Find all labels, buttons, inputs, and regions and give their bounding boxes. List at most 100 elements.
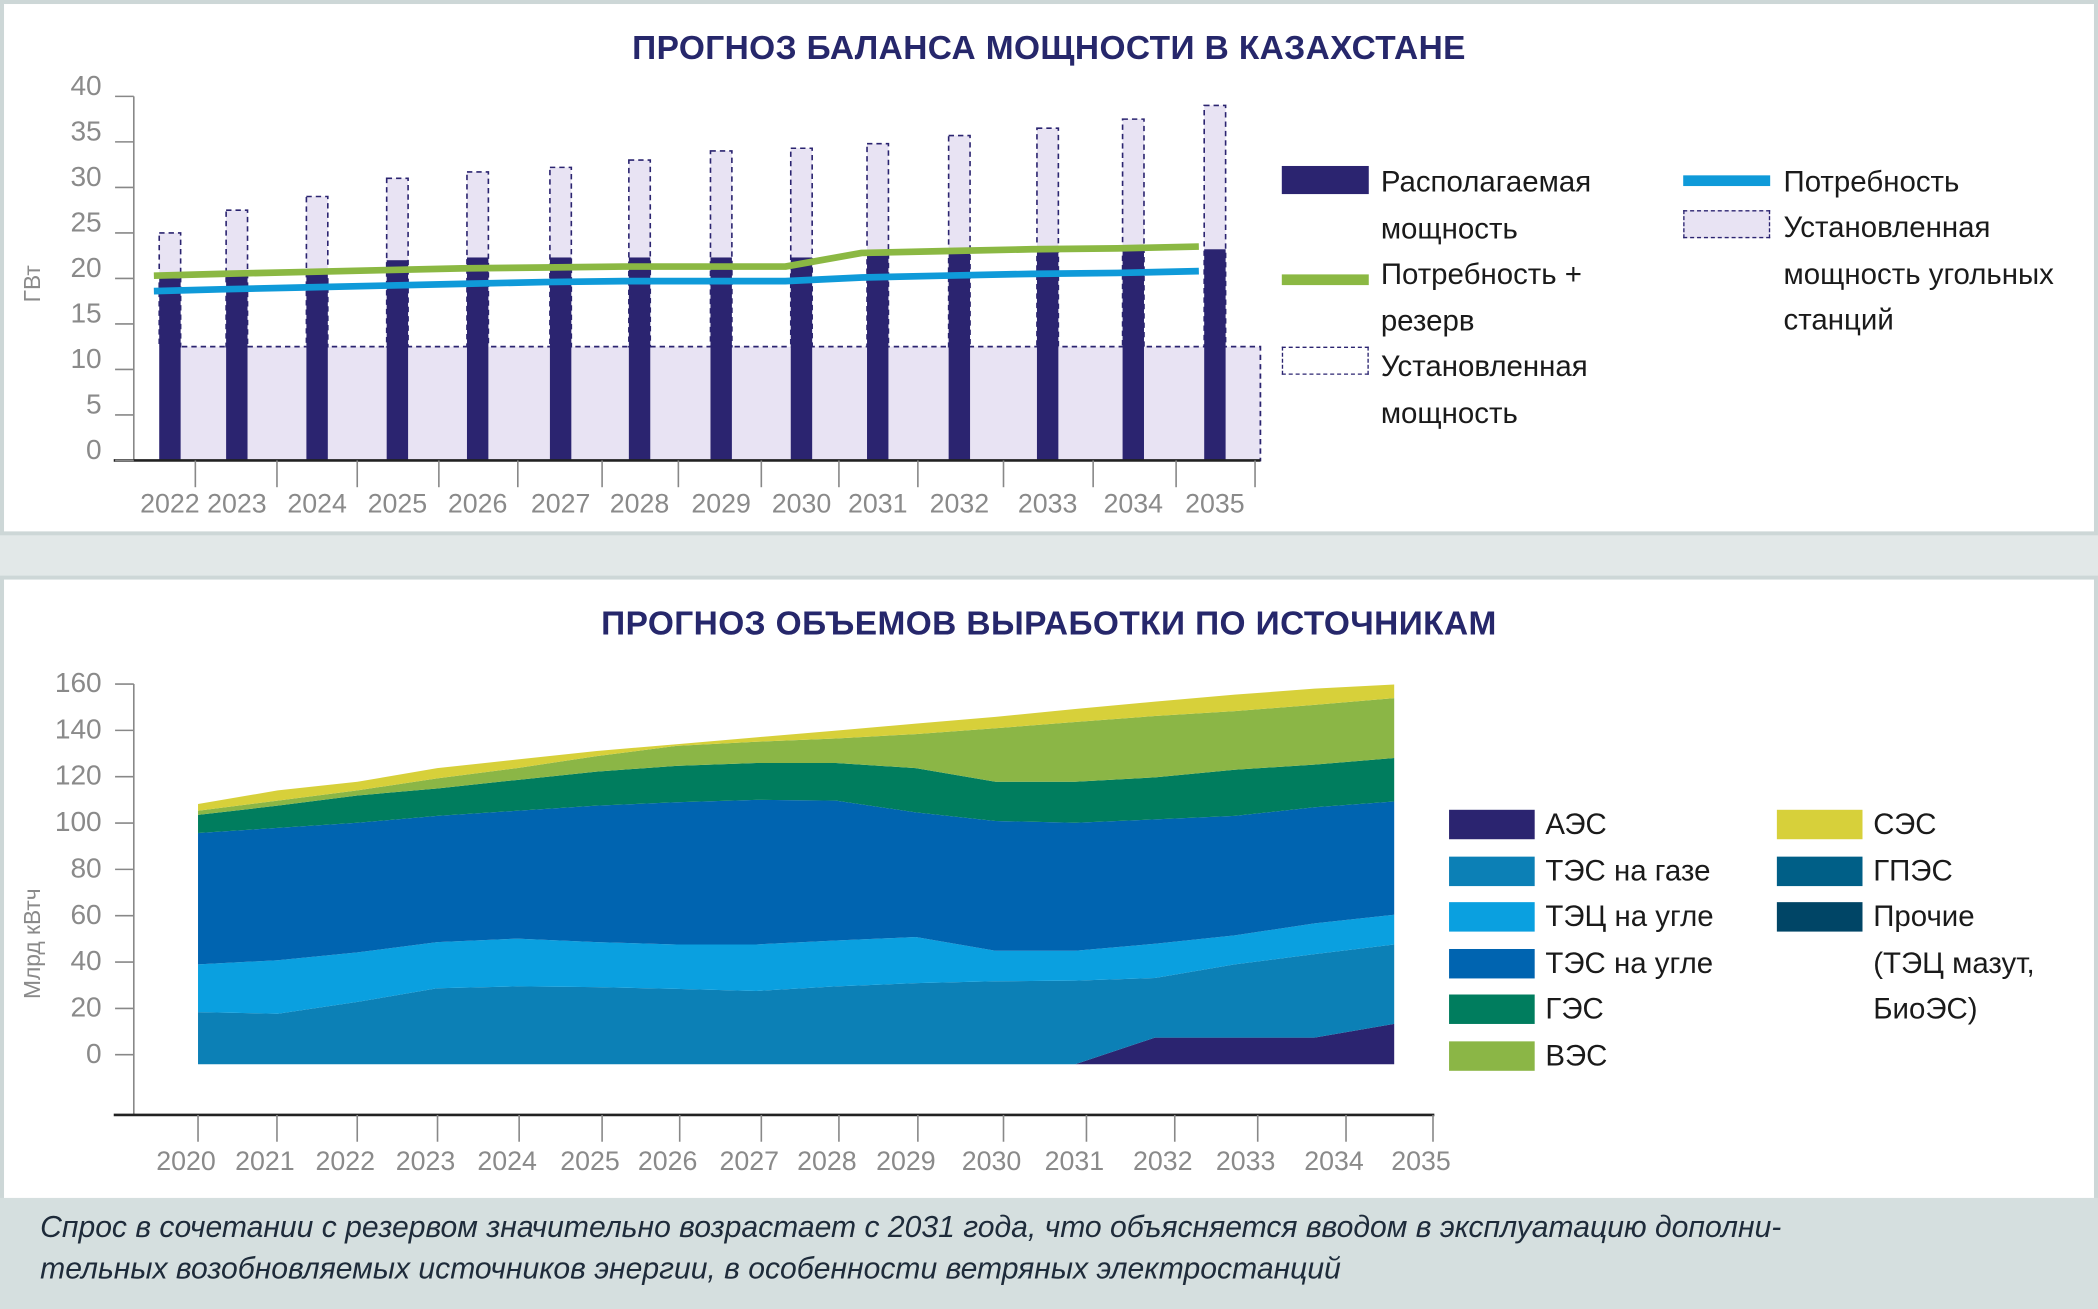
x-tick-label: 2031	[848, 489, 908, 519]
legend-swatch	[1776, 809, 1863, 840]
area-сэс	[198, 684, 1395, 811]
x-tick-label: 2030	[962, 1146, 1022, 1176]
caption-line-1: Спрос в сочетании с резервом значительно…	[40, 1210, 1782, 1244]
available-capacity-bar	[159, 278, 181, 461]
legend-label-installed: Установленная мощность	[1380, 349, 1588, 429]
y-tick-label: 120	[55, 760, 102, 791]
x-tick-label: 2022	[315, 1146, 375, 1176]
area-тэс-на-газе	[198, 944, 1395, 1065]
available-capacity-bar	[790, 257, 813, 461]
x-tick-label: 2029	[876, 1146, 936, 1176]
legend-swatch	[1449, 855, 1535, 886]
x-tick-label: 2033	[1216, 1146, 1276, 1176]
x-tick-label: 2035	[1391, 1146, 1451, 1176]
x-tick-label: 2026	[448, 489, 508, 519]
area-вэс	[198, 698, 1395, 815]
area-гэс	[198, 757, 1395, 834]
y-axis-label: ГВт	[19, 265, 45, 303]
y-tick-label: 60	[70, 899, 101, 930]
y-tick-label: 20	[70, 252, 101, 283]
x-tick-label: 2033	[1018, 489, 1078, 519]
x-tick-label: 2032	[930, 489, 990, 519]
legend-label: СЭС	[1873, 807, 1937, 841]
y-tick-label: 25	[70, 207, 101, 238]
legend-label: ТЭС на газе	[1545, 853, 1711, 887]
x-tick-label: 2031	[1045, 1146, 1105, 1176]
area-тэц-на-угле	[198, 914, 1395, 1014]
y-tick-label: 30	[70, 161, 101, 192]
x-tick-label: 2025	[560, 1146, 620, 1176]
demand-reserve-line	[153, 243, 1199, 280]
legend-label: Прочие	[1873, 899, 1975, 933]
x-tick-label: 2021	[235, 1146, 295, 1176]
area-тэс-на-угле	[198, 799, 1395, 965]
legend-swatch-available	[1281, 165, 1369, 195]
demand-line	[153, 267, 1199, 295]
y-tick-label: 0	[86, 1038, 102, 1069]
y-tick-label: 80	[70, 852, 101, 883]
y-tick-label: 140	[55, 713, 102, 744]
legend-swatch	[1449, 902, 1535, 932]
x-tick-label: 2022	[140, 489, 200, 519]
y-tick-label: 20	[70, 991, 101, 1022]
x-tick-label: 2020	[156, 1146, 216, 1176]
y-tick-label: 10	[70, 343, 101, 374]
available-capacity-bar	[628, 257, 651, 461]
legend-label: ТЭС на угле	[1545, 945, 1714, 980]
legend-label-available: Располагаемая мощность	[1380, 164, 1592, 245]
y-tick-label: 160	[55, 667, 102, 698]
available-capacity-bar	[1036, 251, 1059, 461]
legend-label: АЭС	[1545, 807, 1607, 841]
legend-label: ГЭС	[1545, 991, 1604, 1026]
y-tick-label: 35	[70, 116, 101, 147]
x-tick-label: 2035	[1185, 489, 1245, 519]
available-capacity-bar	[710, 257, 732, 461]
legend-label: ВЭС	[1545, 1038, 1608, 1072]
legend-label-coal-installed: Установленная мощность угольных станций	[1783, 210, 2054, 336]
legend-swatch-coal-installed	[1683, 210, 1771, 239]
x-tick-label: 2023	[207, 489, 267, 519]
x-tick-label: 2030	[772, 489, 832, 519]
y-tick-label: 0	[86, 434, 102, 465]
legend-swatch-installed	[1281, 346, 1369, 375]
x-tick-label: 2034	[1104, 489, 1164, 519]
caption: Спрос в сочетании с резервом значительно…	[0, 1197, 2098, 1309]
chart-title-capacity: ПРОГНОЗ БАЛАНСА МОЩНОСТИ В КАЗАХСТАНЕ	[632, 29, 1466, 67]
legend-swatch	[1449, 1040, 1535, 1071]
legend-label: (ТЭЦ мазут,	[1873, 945, 2035, 980]
chart-title-generation: ПРОГНОЗ ОБЪЕМОВ ВЫРАБОТКИ ПО ИСТОЧНИКАМ	[601, 605, 1497, 643]
available-capacity-bar	[306, 269, 328, 461]
legend-swatch-demand-reserve	[1281, 274, 1369, 286]
available-capacity-bar	[386, 260, 409, 461]
available-capacity-bar	[948, 252, 971, 461]
legend-swatch	[1449, 948, 1535, 978]
legend-label: БиоЭС)	[1873, 991, 1978, 1026]
x-tick-label: 2024	[477, 1146, 537, 1176]
y-tick-label: 5	[86, 389, 102, 420]
area-аэс	[198, 1023, 1395, 1065]
legend-swatch	[1776, 902, 1863, 932]
legend-swatch	[1449, 809, 1535, 840]
available-capacity-bar	[1122, 249, 1144, 461]
legend-swatch	[1449, 994, 1535, 1024]
y-tick-label: 40	[70, 945, 101, 976]
x-tick-label: 2032	[1133, 1146, 1193, 1176]
x-tick-label: 2027	[531, 489, 591, 519]
x-tick-label: 2028	[797, 1146, 857, 1176]
x-tick-label: 2028	[610, 489, 670, 519]
legend-swatch	[1776, 855, 1863, 886]
x-tick-label: 2025	[368, 489, 428, 519]
available-capacity-bar	[226, 273, 248, 461]
y-axis-label: Млрд кВтч	[19, 888, 45, 999]
x-tick-label: 2027	[720, 1146, 780, 1176]
y-tick-label: 100	[55, 806, 102, 837]
available-capacity-bar	[549, 257, 572, 461]
x-tick-label: 2034	[1304, 1146, 1364, 1176]
available-capacity-bar	[867, 255, 889, 461]
available-capacity-bar	[466, 257, 489, 461]
x-tick-label: 2029	[691, 489, 751, 519]
caption-line-2: тельных возобновляемых источников энерги…	[40, 1251, 1341, 1285]
x-tick-label: 2024	[287, 489, 347, 519]
legend-label: ТЭЦ на угле	[1545, 899, 1714, 933]
